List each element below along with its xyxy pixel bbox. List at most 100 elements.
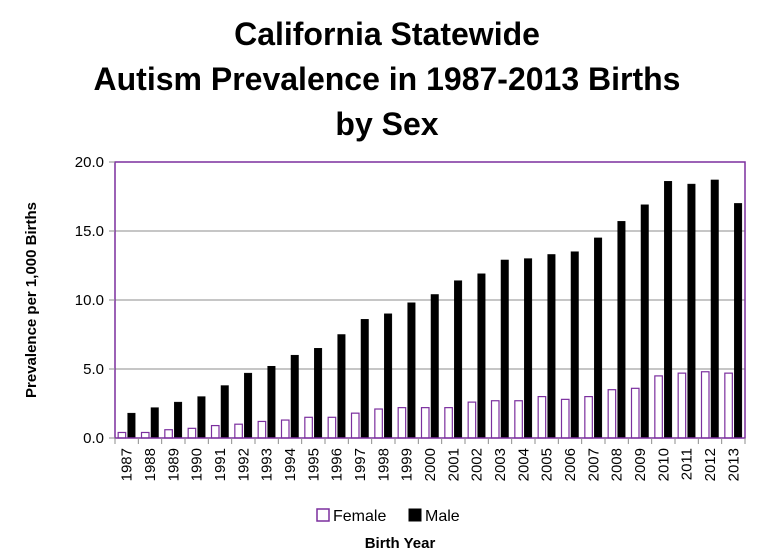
bar-female-2009 [630, 387, 640, 439]
bar-male-2012 [710, 179, 719, 439]
chart-title-line-1: California Statewide [234, 16, 540, 52]
y-tick-label: 0.0 [83, 430, 104, 447]
bar-female-2010 [654, 375, 663, 439]
bar-female-1993 [257, 420, 267, 439]
bar-female-1996 [327, 416, 337, 439]
gridlines [115, 230, 745, 370]
legend-swatch-male [408, 508, 422, 522]
bar-female-2002 [467, 401, 477, 439]
bar-male-2004 [524, 258, 533, 439]
bar-male-2002 [477, 273, 486, 439]
x-tick-label: 2006 [562, 448, 579, 481]
bar-male-1996 [337, 334, 346, 439]
x-tick-label: 2002 [469, 448, 486, 481]
x-tick-label: 1991 [212, 448, 229, 481]
bar-female-2001 [444, 407, 453, 439]
bar-male-2003 [500, 259, 509, 439]
x-axis-ticks: 1987 1988 1989 1990 1991 1992 1993 1994 1995 1996… [114, 438, 746, 481]
y-tick-label: 20.0 [75, 154, 104, 171]
bar-male-1999 [407, 302, 416, 439]
bar-male-2009 [640, 204, 649, 439]
bar-male-1988 [150, 407, 159, 439]
x-tick-label: 1989 [165, 448, 182, 481]
bar-female-2006 [560, 398, 570, 439]
x-tick-label: 1997 [352, 448, 369, 481]
y-tick-label: 15.0 [75, 223, 104, 240]
bar-male-1993 [267, 365, 276, 439]
bar-female-2000 [420, 407, 430, 439]
bar-male-2010 [664, 181, 673, 439]
x-axis-title: Birth Year [365, 535, 436, 552]
bars [117, 179, 743, 439]
legend-swatch-female [316, 508, 330, 522]
x-tick-label: 2004 [515, 448, 532, 481]
x-tick-label: 2011 [679, 448, 696, 480]
bar-female-1998 [374, 408, 383, 439]
x-tick-label: 2005 [539, 448, 556, 481]
bar-female-2013 [724, 372, 733, 439]
bar-female-2007 [584, 396, 593, 439]
bar-male-1994 [290, 354, 299, 439]
x-tick-label: 2003 [492, 448, 509, 481]
bar-female-2005 [537, 396, 547, 439]
legend-label-male: Male [425, 508, 460, 525]
bar-female-1992 [234, 423, 243, 439]
x-tick-label: 1987 [119, 448, 136, 481]
bar-female-1997 [350, 412, 360, 439]
x-tick-label: 2009 [632, 448, 649, 481]
bar-female-1990 [187, 427, 197, 439]
chart-title-line-3: by Sex [335, 106, 439, 142]
x-tick-label: 2000 [422, 448, 439, 481]
legend: Female Male [316, 508, 460, 525]
chart-title-line-2: Autism Prevalence in 1987-2013 Births [93, 61, 681, 97]
bar-male-2007 [594, 237, 603, 439]
x-tick-label: 2001 [445, 448, 462, 481]
bar-female-2004 [514, 400, 523, 439]
x-tick-label: 1999 [399, 448, 416, 481]
bar-female-2011 [677, 372, 687, 439]
x-tick-label: 1993 [259, 448, 276, 481]
bar-male-2006 [570, 251, 579, 439]
x-tick-label: 1990 [189, 448, 206, 481]
x-tick-label: 2007 [585, 448, 602, 481]
bar-male-1998 [384, 313, 393, 439]
bar-male-1987 [127, 412, 136, 439]
bar-male-2011 [687, 183, 696, 439]
x-tick-label: 1988 [142, 448, 159, 481]
bar-female-1987 [117, 431, 127, 439]
x-tick-label: 1994 [282, 448, 299, 481]
bar-male-2000 [430, 294, 439, 439]
bar-male-2005 [547, 254, 556, 439]
bar-female-2012 [700, 371, 710, 439]
y-tick-label: 10.0 [75, 292, 104, 309]
bar-female-2008 [607, 389, 617, 439]
bar-female-1999 [397, 407, 407, 439]
bar-female-1991 [210, 424, 220, 439]
bar-male-1997 [360, 319, 369, 439]
y-tick-label: 5.0 [83, 361, 104, 378]
y-axis-title: Prevalence per 1,000 Births [23, 202, 40, 398]
bar-male-1989 [174, 401, 183, 439]
legend-label-female: Female [333, 508, 386, 525]
bar-male-2008 [617, 221, 626, 439]
x-tick-label: 1992 [235, 448, 252, 481]
bar-male-1992 [244, 372, 253, 439]
x-tick-label: 2010 [655, 448, 672, 481]
bar-male-2013 [734, 203, 743, 439]
y-axis-ticks: 0.0 5.0 10.0 15.0 20.0 [75, 154, 115, 447]
bar-male-1991 [220, 385, 229, 439]
bar-female-1989 [164, 429, 173, 439]
bar-female-1994 [280, 419, 290, 439]
x-tick-label: 1995 [305, 448, 322, 481]
bar-female-1995 [304, 416, 313, 439]
bar-female-2003 [490, 400, 500, 439]
x-tick-label: 2008 [609, 448, 626, 481]
x-tick-label: 1998 [375, 448, 392, 481]
x-tick-label: 2013 [725, 448, 742, 481]
bar-male-1995 [314, 348, 323, 439]
bar-male-2001 [454, 280, 463, 439]
bar-female-1988 [140, 431, 150, 439]
bar-male-1990 [197, 396, 206, 439]
x-tick-label: 1996 [329, 448, 346, 481]
